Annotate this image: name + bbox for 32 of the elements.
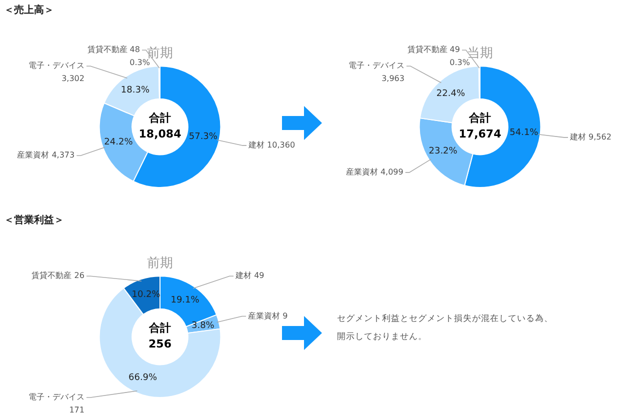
slice-label: 建材 10,360	[248, 140, 296, 150]
slice-label: 賃貸不動産 48	[87, 45, 140, 54]
text: 合計	[148, 322, 171, 335]
chart-subtitle: ＜売上高＞	[4, 3, 54, 17]
data-label: 22.4%	[436, 88, 466, 99]
text: セグメント利益とセグメント損失が混在している為、開示しておりません。	[337, 313, 554, 344]
slice-label: 産業資材 4,099	[346, 168, 404, 176]
slice-label: 賃貸不動産 26	[32, 271, 84, 280]
slice-label: 賃貸不動産 49	[407, 45, 460, 54]
slice-label: 建材 49	[234, 271, 264, 280]
slice-label: 産業資材 9	[248, 311, 288, 320]
text: 18,084	[138, 128, 182, 141]
text: 合計	[148, 112, 171, 125]
text: 256	[148, 338, 172, 351]
slice-label: 電子・デバイス 3,963	[348, 61, 404, 84]
data-label: 24.2%	[104, 138, 134, 148]
slice-label: 産業資材 4,373	[17, 150, 75, 160]
data-label: 57.3%	[188, 132, 218, 142]
data-label: 19.1%	[170, 296, 200, 306]
data-label: 3.8%	[191, 321, 215, 332]
slice-label: 電子・デバイス 171	[28, 392, 84, 415]
data-label: 23.2%	[428, 146, 458, 157]
data-label: 54.1%	[510, 128, 539, 138]
text: 合計	[468, 112, 491, 125]
data-label: 18.3%	[120, 85, 150, 96]
slice-label: 電子・デバイス 3,302	[28, 61, 84, 84]
slice-label: 建材 9,562	[569, 132, 612, 142]
data-label: 0.3%	[130, 58, 150, 68]
data-label: 66.9%	[128, 372, 158, 383]
text: 17,674	[458, 128, 502, 141]
chart-title: 前期	[147, 256, 173, 272]
chart-subtitle: ＜営業利益＞	[4, 214, 64, 227]
